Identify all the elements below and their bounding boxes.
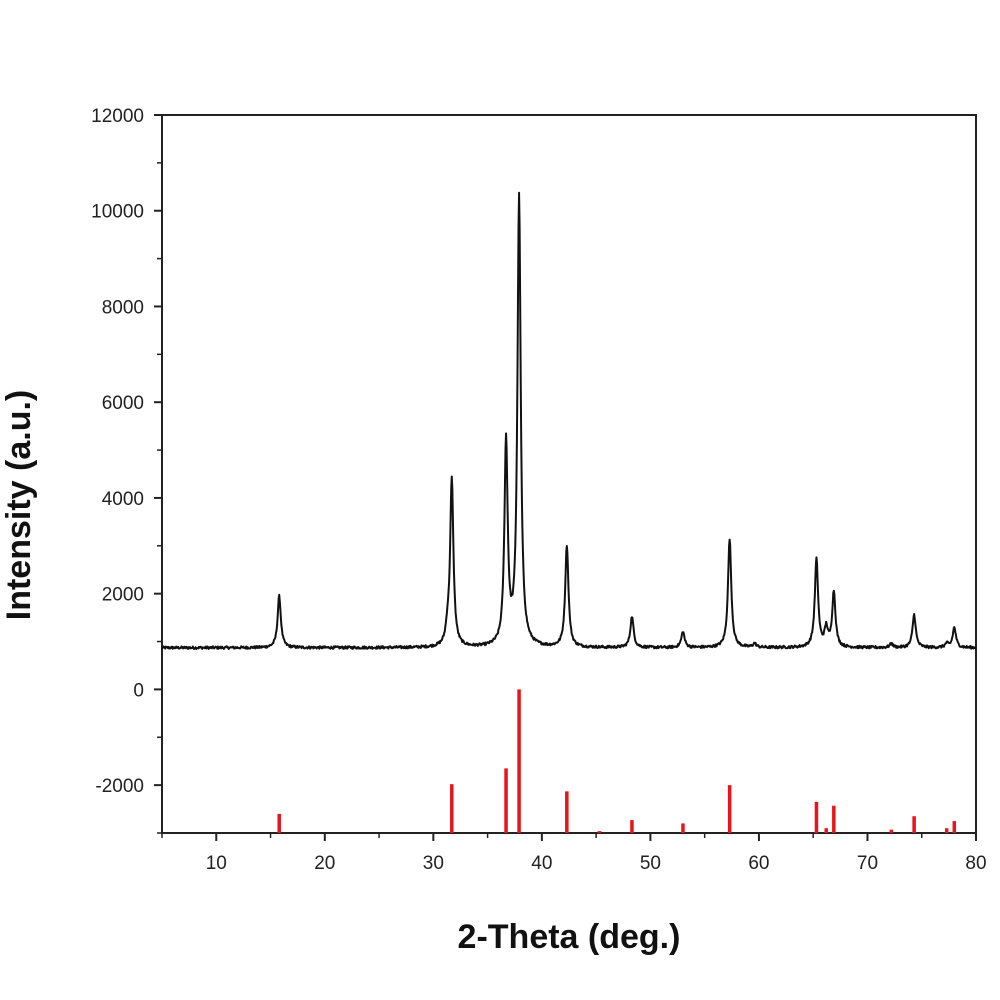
- x-tick-label: 60: [748, 853, 769, 874]
- xrd-pattern-line: [161, 191, 977, 650]
- y-axis-ticks: [154, 114, 162, 834]
- y-tick-label: 0: [133, 680, 144, 701]
- x-tick-label: 70: [857, 853, 878, 874]
- reference-pattern-sticks: [277, 689, 957, 833]
- x-tick-label: 50: [640, 853, 661, 874]
- y-tick-label: 12000: [91, 106, 144, 127]
- x-tick-label: 30: [423, 853, 444, 874]
- x-axis-title: 2-Theta (deg.): [458, 918, 681, 956]
- x-tick-label: 80: [965, 853, 986, 874]
- x-tick-label: 10: [206, 853, 227, 874]
- y-axis-title: Intensity (a.u.): [0, 390, 38, 620]
- y-axis-tick-labels: -2000 0 2000 4000 6000 8000 10000 12000: [91, 106, 144, 797]
- y-tick-label: 2000: [102, 585, 144, 606]
- y-tick-label: 10000: [91, 202, 144, 223]
- y-tick-label: -2000: [95, 776, 144, 797]
- x-tick-label: 40: [531, 853, 552, 874]
- plot-frame: [161, 114, 977, 834]
- y-tick-label: 6000: [102, 393, 144, 414]
- x-tick-label: 20: [314, 853, 335, 874]
- x-axis-ticks: [161, 833, 977, 841]
- y-tick-label: 4000: [102, 489, 144, 510]
- y-tick-label: 8000: [102, 297, 144, 318]
- x-axis-tick-labels: 10 20 30 40 50 60 70 80: [206, 853, 987, 874]
